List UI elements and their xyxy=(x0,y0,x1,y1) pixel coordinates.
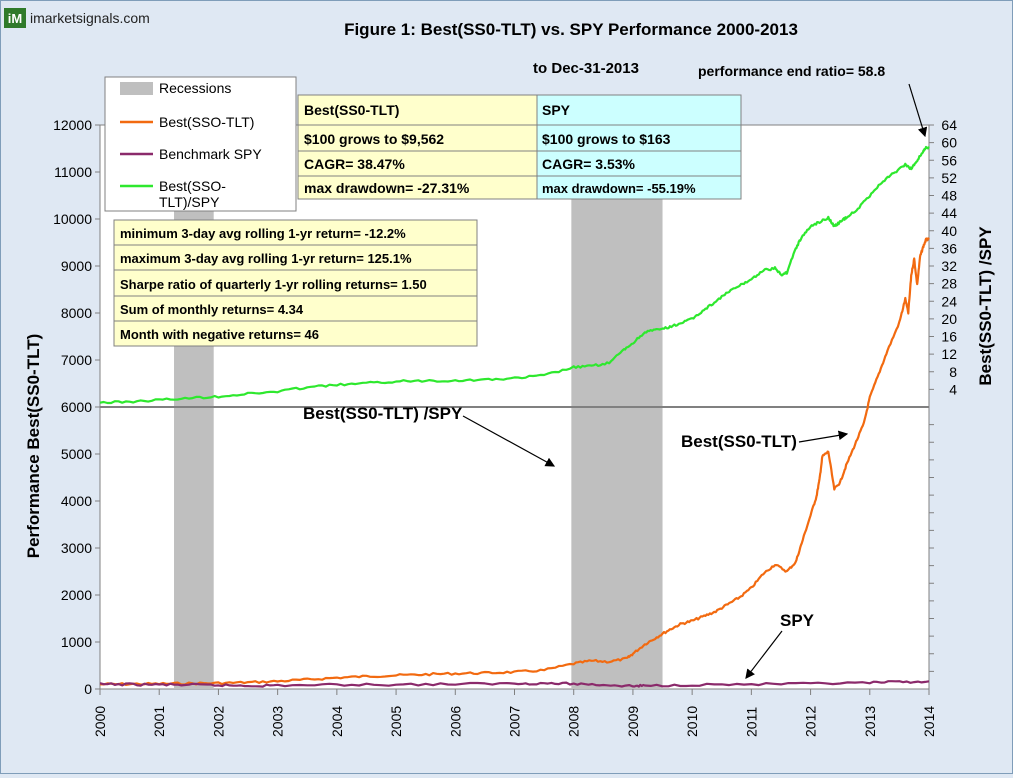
y2-tick-label: 20 xyxy=(941,311,957,327)
logo-text: imarketsignals.com xyxy=(30,10,150,26)
y-tick-label: 8000 xyxy=(61,305,92,321)
y-tick-label: 12000 xyxy=(53,117,92,133)
table-spy-row: CAGR= 3.53% xyxy=(542,156,636,172)
stats-row: minimum 3-day avg rolling 1-yr return= -… xyxy=(120,226,406,241)
stats-box-bg xyxy=(113,219,478,347)
table-spy: SPY $100 grows to $163 CAGR= 3.53% max d… xyxy=(536,94,742,200)
logo-mark: iM xyxy=(8,11,22,26)
y2-tick-label: 12 xyxy=(941,346,957,362)
x-tick-label: 2006 xyxy=(447,706,463,737)
x-tick-label: 2005 xyxy=(388,706,404,737)
annotation-arrow xyxy=(462,415,556,467)
y2-tick-label: 44 xyxy=(941,205,957,221)
x-tick-label: 2008 xyxy=(566,706,582,737)
stats-row: Sharpe ratio of quarterly 1-yr rolling r… xyxy=(120,277,427,292)
annotation-arrow xyxy=(798,430,849,443)
x-tick-label: 2003 xyxy=(270,706,286,737)
annotation-spy-label: SPY xyxy=(780,611,815,630)
x-tick-label: 2001 xyxy=(151,706,167,737)
table-best-row: $100 grows to $9,562 xyxy=(304,131,444,147)
legend-box xyxy=(104,76,297,212)
legend-label-best: Best(SSO-TLT) xyxy=(159,114,254,130)
logo: iM imarketsignals.com xyxy=(4,8,150,28)
annotation-arrow xyxy=(908,83,928,138)
y2-tick-label: 48 xyxy=(941,188,957,204)
x-tick-label: 2011 xyxy=(743,707,759,737)
annotation-ratio-label: Best(SS0-TLT) /SPY xyxy=(303,404,463,423)
y-tick-label: 11000 xyxy=(54,164,92,180)
y-axis-left: 0 1000 2000 3000 4000 5000 6000 7000 8000 9000 100… xyxy=(53,117,100,697)
y2-tick-label: 36 xyxy=(941,240,957,256)
y-tick-label: 5000 xyxy=(61,446,92,462)
annotation-arrow xyxy=(745,630,783,679)
table-best: Best(SS0-TLT) $100 grows to $9,562 CAGR=… xyxy=(297,94,538,200)
y-tick-label: 0 xyxy=(84,681,92,697)
table-spy-row: max drawdown= -55.19% xyxy=(542,181,696,196)
legend-label-spy: Benchmark SPY xyxy=(159,146,262,162)
y-tick-label: 7000 xyxy=(61,352,92,368)
table-spy-row: $100 grows to $163 xyxy=(542,131,671,147)
series-line xyxy=(99,145,930,405)
table-spy-header: SPY xyxy=(542,102,571,118)
x-tick-label: 2000 xyxy=(92,706,108,737)
table-best-bg xyxy=(297,94,538,200)
legend-label-recessions: Recessions xyxy=(159,80,231,96)
legend-label-ratio: Best(SSO- xyxy=(159,178,226,194)
series-line xyxy=(99,680,930,688)
x-tick-label: 2013 xyxy=(862,706,878,737)
series-lines xyxy=(99,145,930,688)
y-tick-label: 10000 xyxy=(53,211,92,227)
y2-axis-title: Best(SS0-TLT) /SPY xyxy=(976,226,995,386)
x-tick-label: 2014 xyxy=(921,706,937,737)
y-tick-label: 9000 xyxy=(61,258,92,274)
y2-tick-label: 28 xyxy=(941,276,957,292)
y-axis-title: Performance Best(SS0-TLT) xyxy=(24,334,43,559)
x-axis: 2000 2001 2002 2003 2004 2005 2006 2007 2008 2009… xyxy=(92,689,937,737)
x-tick-label: 2012 xyxy=(803,706,819,737)
y2-tick-label: 40 xyxy=(941,223,957,239)
logo-mark-box xyxy=(4,8,26,28)
series-line xyxy=(99,237,930,687)
y2-tick-label: 8 xyxy=(949,364,957,380)
y2-tick-label: 32 xyxy=(941,258,957,274)
table-best-header: Best(SS0-TLT) xyxy=(304,102,399,118)
y-tick-label: 4000 xyxy=(61,493,92,509)
y2-tick-label: 56 xyxy=(941,152,957,168)
table-best-row: CAGR= 38.47% xyxy=(304,156,405,172)
legend-label-ratio-line2: TLT)/SPY xyxy=(159,194,220,210)
stats-row: maximum 3-day avg rolling 1-yr return= 1… xyxy=(120,251,412,266)
x-tick-label: 2004 xyxy=(329,706,345,737)
annotations: performance end ratio= 58.8 Best(SS0-TLT… xyxy=(303,63,928,679)
legend-swatch-recessions xyxy=(120,82,153,95)
y-tick-label: 3000 xyxy=(61,540,92,556)
stats-row: Month with negative returns= 46 xyxy=(120,327,319,342)
table-spy-bg xyxy=(536,94,742,200)
chart-title: Figure 1: Best(SS0-TLT) vs. SPY Performa… xyxy=(344,20,798,39)
stats-box: minimum 3-day avg rolling 1-yr return= -… xyxy=(113,219,478,347)
y-tick-label: 1000 xyxy=(61,634,92,650)
table-best-row: max drawdown= -27.31% xyxy=(304,180,470,196)
y-tick-label: 6000 xyxy=(61,399,92,415)
stats-row: Sum of monthly returns= 4.34 xyxy=(120,302,304,317)
annotation-end-ratio: performance end ratio= 58.8 xyxy=(698,63,885,79)
y2-tick-label: 16 xyxy=(941,329,957,345)
y-tick-label: 2000 xyxy=(61,587,92,603)
y2-tick-label: 4 xyxy=(949,381,957,397)
y2-tick-label: 60 xyxy=(941,135,957,151)
y2-tick-label: 24 xyxy=(941,293,957,309)
y2-tick-label: 64 xyxy=(941,117,957,133)
x-tick-label: 2010 xyxy=(684,706,700,737)
x-tick-label: 2007 xyxy=(507,706,523,737)
legend: Recessions Best(SSO-TLT) Benchmark SPY B… xyxy=(104,76,297,212)
x-tick-label: 2009 xyxy=(625,706,641,737)
chart-subtitle: to Dec-31-2013 xyxy=(533,60,639,77)
y2-tick-label: 52 xyxy=(941,170,957,186)
x-tick-label: 2002 xyxy=(210,706,226,737)
annotation-best-label: Best(SS0-TLT) xyxy=(681,432,797,451)
